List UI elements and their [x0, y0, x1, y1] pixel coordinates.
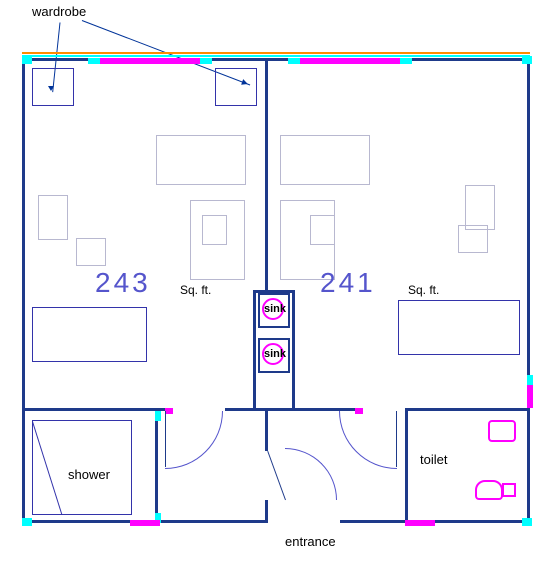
wall-sink-right — [292, 290, 295, 410]
door-arc-entrance — [285, 448, 337, 500]
wall-shower-right — [155, 411, 158, 523]
sqft-label-left: Sq. ft. — [180, 283, 211, 297]
wall-toilet-left — [405, 411, 408, 523]
chair-right-1 — [310, 215, 335, 245]
toilet-tank — [502, 483, 516, 497]
toilet-label: toilet — [420, 452, 447, 467]
wall-center-lower-2 — [265, 500, 268, 523]
side-right — [465, 185, 495, 230]
wardrobe-label: wardrobe — [32, 4, 86, 19]
wall-top-cyan-3 — [400, 58, 412, 64]
chair-left-1 — [202, 215, 227, 245]
wall-sink-left — [253, 290, 256, 410]
wall-top-accent-1 — [100, 58, 200, 64]
corner-cyan-br — [522, 518, 532, 526]
room-number-right: 241 — [320, 267, 376, 299]
corner-cyan-tr — [522, 56, 532, 64]
wall-bottom-right-2 — [405, 408, 530, 411]
wall-toilet-accent — [405, 520, 435, 526]
door-arc-1 — [165, 411, 223, 469]
wall-left-upper — [22, 58, 25, 408]
top-accent-orange — [22, 52, 530, 54]
door-line-2 — [396, 411, 397, 467]
corner-cyan-tl — [22, 56, 32, 64]
wardrobe-box-mid — [215, 68, 257, 106]
wall-top-accent-2 — [300, 58, 400, 64]
wall-center-upper — [265, 61, 268, 291]
wall-top-cyan-1 — [200, 58, 212, 64]
sqft-label-right: Sq. ft. — [408, 283, 439, 297]
wardrobe-box-left — [32, 68, 74, 106]
entrance-label: entrance — [285, 534, 336, 549]
room-number-left: 243 — [95, 267, 151, 299]
shower-label: shower — [68, 467, 110, 482]
top-accent-cyan — [22, 55, 530, 57]
wall-right-accent — [527, 385, 533, 408]
wall-left-lower — [22, 408, 25, 522]
toilet-bowl — [475, 480, 503, 500]
wall-right-cyan — [527, 375, 533, 385]
wall-top-cyan-4 — [288, 58, 300, 64]
wall-center-lower-1 — [265, 411, 268, 451]
chair-left-2 — [76, 238, 106, 266]
wall-shower-accent — [130, 520, 160, 526]
wall-bottom-left-1 — [22, 408, 167, 411]
wall-bottom-left-2 — [225, 408, 295, 411]
corner-cyan-bl — [22, 518, 32, 526]
bed-left — [32, 307, 147, 362]
desk-right-1 — [280, 135, 370, 185]
side-left — [38, 195, 68, 240]
desk-left-1 — [156, 135, 246, 185]
wall-lower-bottom-mid1 — [157, 520, 265, 523]
wall-right-lower — [527, 408, 530, 522]
door-line-1 — [165, 411, 166, 467]
wall-right-upper — [527, 58, 530, 408]
floorplan-container: wardrobe — [0, 0, 549, 567]
wall-lower-bottom-mid2 — [340, 520, 405, 523]
door-arc-2 — [339, 411, 397, 469]
door-line-entrance — [267, 451, 286, 500]
toilet-sink — [488, 420, 516, 442]
bed-right — [398, 300, 520, 355]
sink-label-2: sink — [264, 348, 286, 360]
sink-label-1: sink — [264, 303, 286, 315]
wall-shower-cyan-1 — [155, 411, 161, 421]
wall-top-cyan-2 — [88, 58, 100, 64]
